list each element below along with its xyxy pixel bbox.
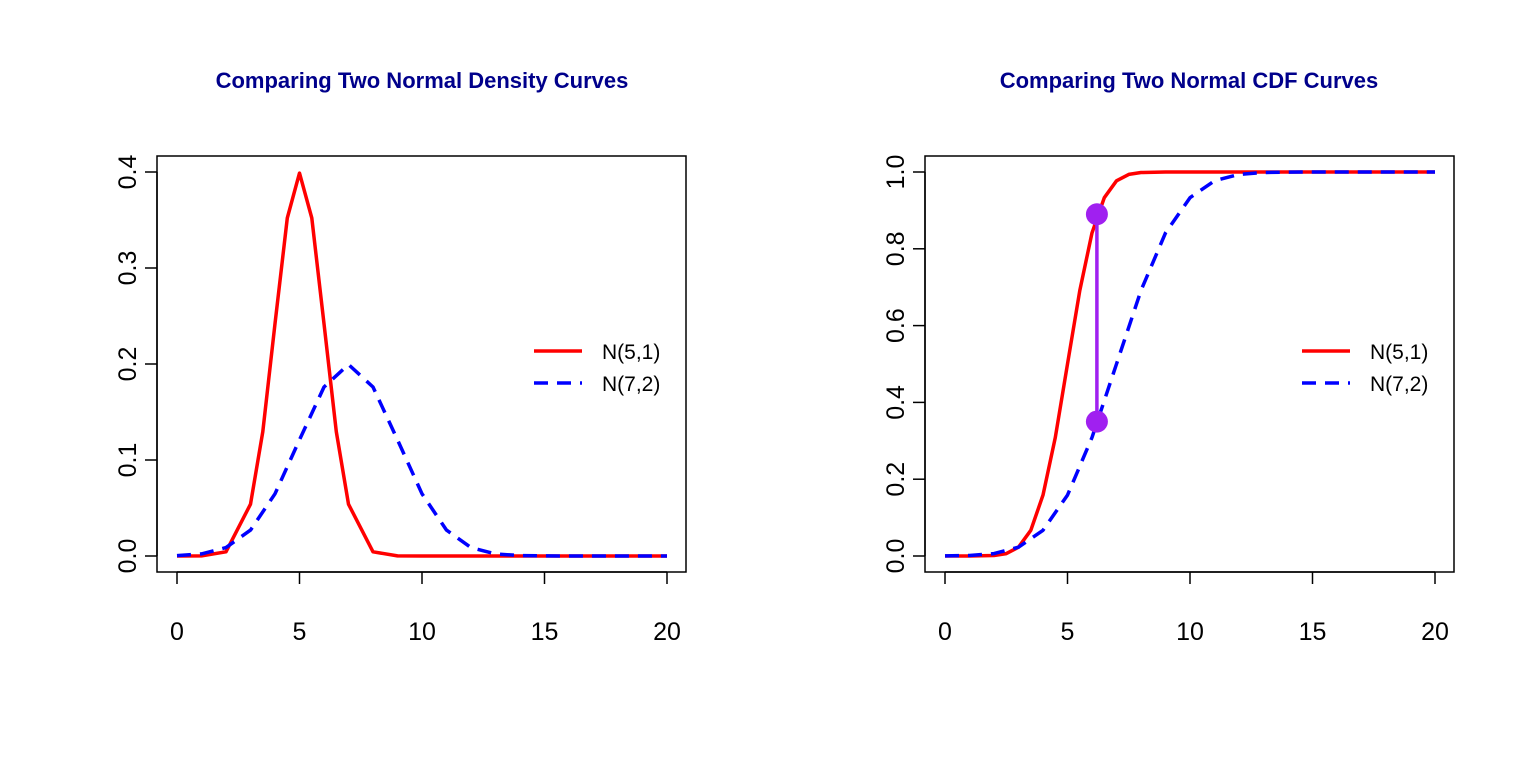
- density-x-axis: 0 5 10 15 20: [170, 571, 681, 646]
- cdf-x-tick-label: 5: [1061, 618, 1075, 646]
- cdf-difference-point-lower: [1085, 410, 1108, 433]
- density-series-line-n72: [176, 362, 667, 558]
- density-x-tick-label: 5: [293, 618, 307, 646]
- cdf-y-axis: 0.0 0.2 0.4 0.6 0.8 1.0: [882, 155, 926, 574]
- cdf-y-tick-label: 1.0: [882, 155, 910, 190]
- density-x-tick-label: 15: [531, 618, 559, 646]
- cdf-series-line-n72: [944, 170, 1435, 558]
- cdf-chart-title: Comparing Two Normal CDF Curves: [1000, 68, 1379, 93]
- density-series: [176, 171, 667, 558]
- cdf-y-tick-label: 0.6: [882, 308, 910, 343]
- density-chart-title: Comparing Two Normal Density Curves: [216, 68, 629, 93]
- cdf-legend-label-n51: N(5,1): [1370, 341, 1428, 364]
- cdf-x-tick-label: 10: [1176, 618, 1204, 646]
- cdf-difference-marker: [1085, 203, 1108, 433]
- cdf-chart: Comparing Two Normal CDF Curves 0 5 10 15 20…: [882, 68, 1455, 646]
- density-legend: N(5,1) N(7,2): [534, 341, 660, 396]
- cdf-x-axis: 0 5 10 15 20: [938, 571, 1449, 646]
- cdf-y-tick-label: 0.4: [882, 385, 910, 420]
- density-legend-label-n72: N(7,2): [602, 373, 660, 396]
- density-y-tick-label: 0.1: [114, 443, 142, 478]
- cdf-difference-point-upper: [1085, 203, 1108, 226]
- density-x-tick-label: 0: [170, 618, 184, 646]
- cdf-legend-label-n72: N(7,2): [1370, 373, 1428, 396]
- cdf-series: [944, 170, 1435, 558]
- density-x-tick-label: 20: [653, 618, 681, 646]
- density-y-tick-label: 0.4: [114, 155, 142, 190]
- cdf-y-tick-label: 0.8: [882, 231, 910, 266]
- density-y-tick-label: 0.0: [114, 539, 142, 574]
- cdf-y-tick-label: 0.0: [882, 539, 910, 574]
- density-plot-frame: [156, 155, 687, 573]
- cdf-series-line-n51: [945, 170, 1435, 558]
- density-x-tick-label: 10: [408, 618, 436, 646]
- cdf-x-tick-label: 0: [938, 618, 952, 646]
- cdf-x-tick-label: 20: [1421, 618, 1449, 646]
- density-chart: Comparing Two Normal Density Curves 0 5 10…: [114, 68, 687, 646]
- density-series-line-n51: [176, 171, 667, 558]
- cdf-legend: N(5,1) N(7,2): [1302, 341, 1428, 396]
- cdf-plot-frame: [924, 155, 1455, 573]
- density-legend-label-n51: N(5,1): [602, 341, 660, 364]
- cdf-x-tick-label: 15: [1299, 618, 1327, 646]
- density-y-tick-label: 0.3: [114, 251, 142, 286]
- density-y-tick-label: 0.2: [114, 347, 142, 382]
- cdf-y-tick-label: 0.2: [882, 462, 910, 497]
- density-y-axis: 0.0 0.1 0.2 0.3 0.4: [114, 155, 158, 574]
